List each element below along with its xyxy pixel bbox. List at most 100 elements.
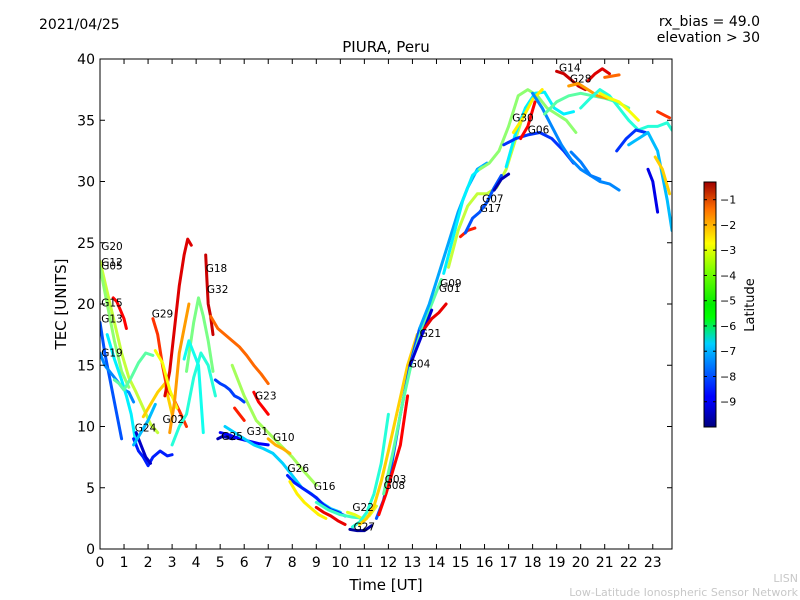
satellite-label-g06: G06: [528, 125, 550, 137]
elevation-label: elevation > 30: [656, 30, 760, 46]
x-tick-label: 19: [548, 555, 566, 571]
x-tick-label: 9: [312, 555, 321, 571]
satellite-track-62: [627, 131, 672, 232]
x-tick-label: 15: [452, 555, 470, 571]
x-tick-label: 7: [264, 555, 273, 571]
satellite-track-38: [377, 394, 410, 517]
satellite-track-32: [314, 500, 366, 520]
date-label: 2021/04/25: [39, 17, 120, 33]
satellite-label-g26: G26: [288, 463, 310, 475]
x-tick-label: 4: [192, 555, 201, 571]
satellite-track-58: [603, 73, 621, 79]
satellite-label-g25: G25: [221, 431, 243, 443]
satellite-track-10: [132, 402, 157, 447]
y-tick-label: 35: [77, 113, 95, 129]
y-axis: 0 5 10 15 20 25 30 35 40: [77, 52, 672, 558]
y-tick-label: 10: [77, 420, 95, 436]
satellite-label-g03: G03: [385, 474, 407, 486]
satellite-track-36: [358, 333, 419, 526]
credit-short: LISN: [773, 572, 798, 585]
satellite-track-7: [112, 351, 155, 392]
x-tick-label: 18: [524, 555, 542, 571]
credit: LISN Low-Latitude Ionospheric Sensor Net…: [569, 572, 798, 600]
satellite-label-g29: G29: [152, 309, 174, 321]
satellite-label-g28: G28: [570, 73, 592, 85]
x-tick-label: 13: [404, 555, 422, 571]
satellite-label-g12: G12: [101, 257, 123, 269]
satellite-track-54: [555, 69, 587, 92]
satellite-track-15: [168, 302, 191, 435]
x-tick-label: 23: [644, 555, 662, 571]
satellite-track-34: [348, 524, 374, 533]
satellite-label-g07: G07: [482, 193, 504, 205]
satellite-track-24: [252, 390, 270, 416]
satellite-label-g20: G20: [101, 241, 123, 253]
x-tick-label: 21: [596, 555, 614, 571]
colorbar-tick-label: −5: [720, 295, 736, 308]
y-tick-label: 40: [77, 52, 95, 68]
colorbar-tick-label: −2: [720, 219, 736, 232]
x-tick-label: 14: [428, 555, 446, 571]
satellite-label-g16: G16: [314, 481, 336, 493]
chart-title: PIURA, Peru: [342, 38, 429, 56]
x-tick-label: 17: [500, 555, 518, 571]
x-tick-label: 2: [144, 555, 153, 571]
satellite-label-g17: G17: [480, 203, 502, 215]
y-tick-label: 25: [77, 236, 95, 252]
rx-info: rx_bias = 49.0 elevation > 30: [657, 14, 760, 46]
satellite-label-g02: G02: [163, 414, 185, 426]
satellite-label-g05: G05: [101, 261, 123, 273]
satellite-label-g32: G32: [207, 284, 229, 296]
satellite-track-65: [653, 155, 672, 196]
satellite-track-27: [230, 363, 318, 487]
satellite-label-g23: G23: [255, 391, 277, 403]
x-tick-label: 3: [168, 555, 177, 571]
satellite-label-g18: G18: [206, 263, 228, 275]
satellite-track-43: [442, 165, 484, 275]
satellite-label-g24: G24: [135, 422, 157, 434]
satellite-label-g15: G15: [101, 297, 123, 309]
satellite-track-41: [423, 302, 448, 330]
satellite-track-57: [586, 67, 611, 83]
x-tick-label: 20: [572, 555, 590, 571]
credit-long: Low-Latitude Ionospheric Sensor Network: [569, 586, 798, 599]
satellite-track-35: [350, 412, 390, 529]
satellite-label-g13: G13: [101, 313, 123, 325]
x-axis-label: Time [UT]: [348, 576, 422, 594]
colorbar-tick-label: −1: [720, 194, 736, 207]
satellite-label-g10: G10: [273, 432, 295, 444]
satellite-label-g08: G08: [384, 480, 406, 492]
satellite-label-g01: G01: [439, 283, 461, 295]
x-tick-label: 6: [240, 555, 249, 571]
satellite-label-g31: G31: [247, 426, 269, 438]
satellite-track-59: [579, 88, 672, 132]
x-tick-label: 0: [96, 555, 105, 571]
x-tick-label: 12: [379, 555, 397, 571]
colorbar-tick-label: −9: [720, 396, 736, 409]
x-tick-label: 10: [331, 555, 349, 571]
satellite-track-22: [216, 434, 239, 441]
x-tick-label: 22: [620, 555, 638, 571]
y-axis-label: TEC [UNITS]: [52, 259, 70, 351]
satellite-track-23: [233, 406, 246, 422]
satellite-track-61: [615, 128, 648, 153]
x-tick-label: 11: [355, 555, 373, 571]
satellite-track-21: [213, 378, 246, 404]
colorbar-tick-label: −7: [720, 345, 736, 358]
x-tick-label: 16: [476, 555, 494, 571]
satellite-track-17: [185, 296, 215, 373]
satellite-label-g04: G04: [409, 359, 431, 371]
satellite-track-31: [314, 505, 347, 526]
satellite-track-53: [531, 91, 621, 192]
satellite-track-20: [209, 314, 270, 386]
y-tick-label: 5: [86, 481, 95, 497]
rx-bias-label: rx_bias = 49.0: [658, 14, 760, 30]
satellite-track-30: [288, 480, 328, 520]
satellite-label-g21: G21: [420, 328, 442, 340]
satellite-track-4: [100, 265, 131, 389]
x-tick-label: 8: [288, 555, 297, 571]
satellite-track-47: [492, 172, 511, 192]
satellite-label-g30: G30: [512, 113, 534, 125]
